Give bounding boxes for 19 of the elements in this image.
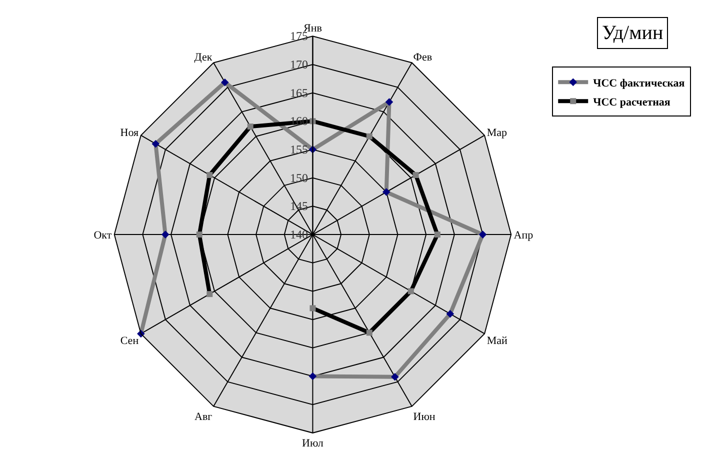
spoke-label: Май bbox=[486, 334, 508, 347]
spoke-label: Ноя bbox=[120, 127, 139, 140]
y-tick-label: 155 bbox=[290, 142, 308, 156]
spoke-label: Фев bbox=[413, 51, 432, 64]
y-tick-label: 165 bbox=[290, 86, 308, 100]
spoke-label: Янв bbox=[304, 22, 322, 34]
spoke-label: Окт bbox=[94, 229, 112, 242]
spoke-label: Авг bbox=[194, 411, 213, 424]
spoke-label: Мар bbox=[486, 127, 508, 140]
spoke-label: Июн bbox=[413, 411, 436, 424]
spoke-label: Июл bbox=[302, 438, 324, 450]
spoke-label: Апр bbox=[514, 229, 534, 242]
spoke-label: Дек bbox=[194, 51, 213, 64]
legend-label: ЧСС расчетная bbox=[593, 96, 670, 108]
y-tick-label: 170 bbox=[290, 57, 308, 72]
y-tick-label: 150 bbox=[290, 170, 308, 185]
text: Уд/мин bbox=[602, 22, 664, 44]
spoke-label: Сен bbox=[120, 334, 139, 347]
legend-label: ЧСС фактическая bbox=[593, 77, 685, 90]
